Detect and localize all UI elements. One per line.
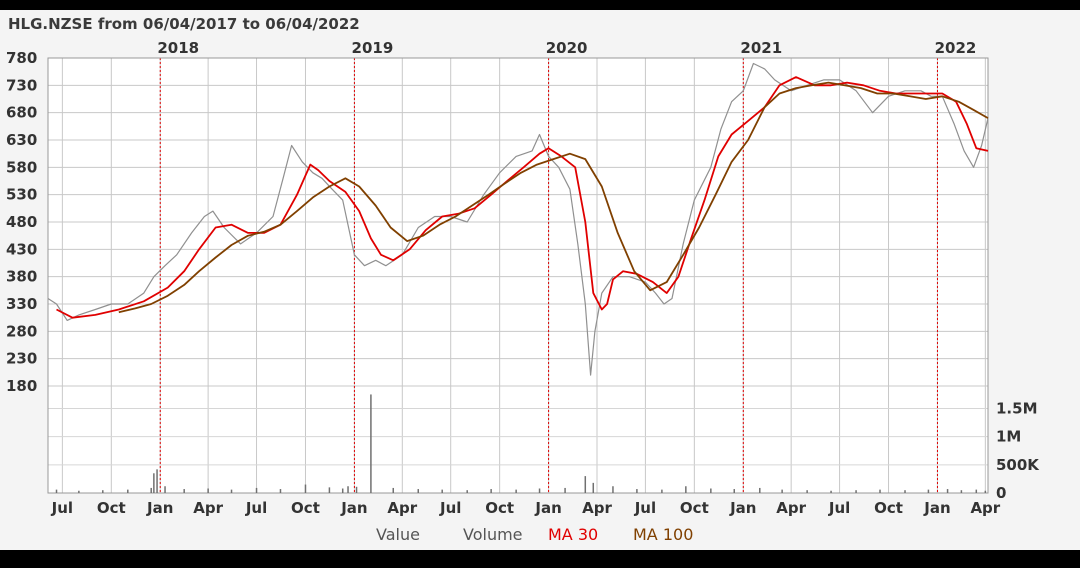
legend-item: Value — [376, 525, 420, 544]
y-tick-label: 280 — [6, 322, 37, 340]
year-label: 2018 — [157, 39, 199, 57]
chart-panel: HLG.NZSE from 06/04/2017 to 06/04/2022 7… — [0, 10, 1080, 550]
y-tick-label: 580 — [6, 158, 37, 176]
grid — [47, 57, 989, 494]
x-tick-label: Oct — [680, 499, 709, 517]
x-tick-label: Apr — [970, 499, 1000, 517]
y-tick-label: 180 — [6, 377, 37, 395]
x-tick-label: Apr — [776, 499, 806, 517]
year-label: 2022 — [935, 39, 977, 57]
y-tick-label: 430 — [6, 240, 37, 258]
x-tick-label: Jul — [634, 499, 656, 517]
x-tick-label: Jan — [729, 499, 756, 517]
x-tick-label: Jan — [146, 499, 173, 517]
legend-item: MA 100 — [633, 525, 693, 544]
y-axis-ticks: 780 730 680 630 580 530 480 430 380 330 280 230 180 — [6, 49, 37, 395]
y-tick-label: 330 — [6, 295, 37, 313]
y-tick-label: 680 — [6, 104, 37, 122]
series-lines — [47, 62, 989, 376]
x-tick-label: Jul — [828, 499, 850, 517]
y-tick-label: 730 — [6, 76, 37, 94]
chart-title: HLG.NZSE from 06/04/2017 to 06/04/2022 — [8, 15, 360, 33]
volume-tick-label: 1.5M — [996, 400, 1038, 418]
x-tick-label: Oct — [291, 499, 320, 517]
volume-bars — [55, 394, 987, 493]
x-tick-label: Jan — [923, 499, 950, 517]
volume-tick-label: 500K — [996, 456, 1040, 474]
x-tick-label: Oct — [485, 499, 514, 517]
x-tick-label: Apr — [387, 499, 417, 517]
y-tick-label: 780 — [6, 49, 37, 67]
volume-tick-label: 1M — [996, 428, 1021, 446]
volume-axis-ticks: 1.5M 1M 500K 0 — [996, 400, 1040, 502]
plot-border — [47, 57, 989, 494]
volume-tick-label: 0 — [996, 484, 1006, 502]
series-value-line — [47, 62, 989, 376]
price-chart: HLG.NZSE from 06/04/2017 to 06/04/2022 7… — [6, 15, 1040, 544]
legend: Value Volume MA 30 MA 100 — [376, 525, 693, 544]
year-label: 2020 — [546, 39, 588, 57]
legend-item: Volume — [463, 525, 523, 544]
x-tick-label: Apr — [193, 499, 223, 517]
x-tick-label: Jul — [439, 499, 461, 517]
year-label: 2019 — [352, 39, 394, 57]
legend-item: MA 30 — [548, 525, 598, 544]
y-tick-label: 380 — [6, 268, 37, 286]
x-tick-label: Apr — [582, 499, 612, 517]
year-label: 2021 — [740, 39, 782, 57]
month-ticks: Jul Oct Jan Apr Jul Oct Jan Apr Jul Oct Jan Apr Jul O… — [51, 499, 1001, 517]
series-ma-100-line — [118, 81, 989, 314]
x-tick-label: Oct — [874, 499, 903, 517]
x-tick-label: Jan — [340, 499, 367, 517]
x-tick-label: Jul — [51, 499, 73, 517]
y-tick-label: 480 — [6, 213, 37, 231]
y-tick-label: 630 — [6, 131, 37, 149]
x-tick-label: Jul — [245, 499, 267, 517]
x-tick-label: Oct — [97, 499, 126, 517]
y-tick-label: 530 — [6, 186, 37, 204]
y-tick-label: 230 — [6, 350, 37, 368]
year-labels: 2018 2019 2020 2021 2022 — [157, 39, 976, 57]
x-tick-label: Jan — [534, 499, 561, 517]
volume-plot-area — [48, 386, 988, 493]
